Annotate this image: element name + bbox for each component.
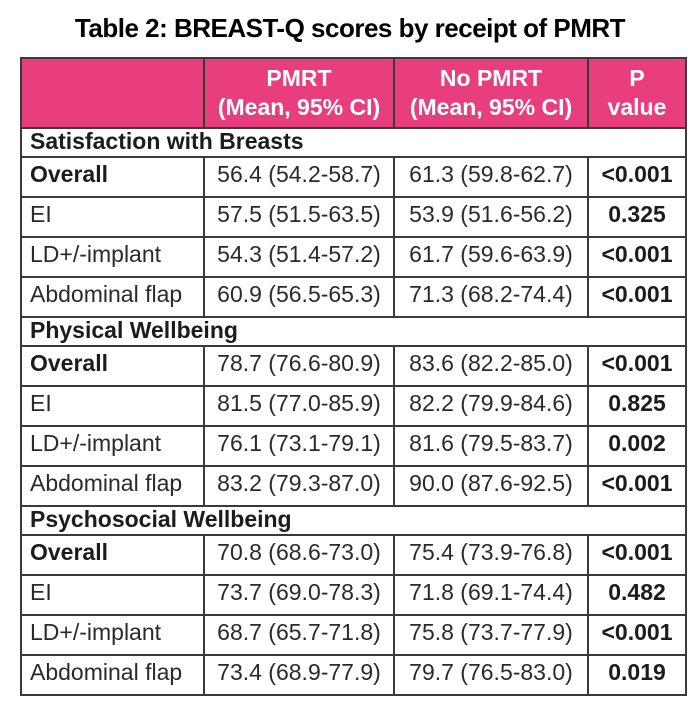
breastq-table: PMRT (Mean, 95% CI) No PMRT (Mean, 95% C…	[20, 57, 687, 696]
table-row: Abdominal flap 60.9 (56.5-65.3) 71.3 (68.2…	[20, 276, 687, 318]
header-cell-no-pmrt: No PMRT (Mean, 95% CI)	[393, 57, 589, 129]
table-header: PMRT (Mean, 95% CI) No PMRT (Mean, 95% C…	[20, 57, 687, 129]
no-pmrt-value: 75.8 (73.7-77.9)	[393, 614, 589, 656]
pmrt-value: 76.1 (73.1-79.1)	[203, 425, 395, 467]
p-value: 0.825	[587, 385, 687, 427]
table-row: EI 81.5 (77.0-85.9) 82.2 (79.9-84.6) 0.825	[20, 385, 687, 427]
p-value: <0.001	[587, 236, 687, 278]
p-value: 0.019	[587, 654, 687, 696]
table-title: Table 2: BREAST-Q scores by receipt of P…	[74, 13, 626, 43]
p-value: 0.325	[587, 196, 687, 238]
no-pmrt-value: 53.9 (51.6-56.2)	[393, 196, 589, 238]
row-label: LD+/-implant	[20, 614, 205, 656]
section-title: Psychosocial Wellbeing	[20, 505, 687, 536]
section-row: Psychosocial Wellbeing	[20, 505, 687, 536]
pmrt-value: 78.7 (76.6-80.9)	[203, 345, 395, 387]
table-row: Abdominal flap 73.4 (68.9-77.9) 79.7 (76.5…	[20, 654, 687, 696]
row-label: EI	[20, 385, 205, 427]
table-row: EI 73.7 (69.0-78.3) 71.8 (69.1-74.4) 0.482	[20, 574, 687, 616]
section-title: Satisfaction with Breasts	[20, 127, 687, 158]
table-row: LD+/-implant 68.7 (65.7-71.8) 75.8 (73.7-7…	[20, 614, 687, 656]
table-row: Overall 78.7 (76.6-80.9) 83.6 (82.2-85.0) <…	[20, 345, 687, 387]
table-row: Overall 70.8 (68.6-73.0) 75.4 (73.9-76.8) <…	[20, 534, 687, 576]
table-row: Abdominal flap 83.2 (79.3-87.0) 90.0 (87.6…	[20, 465, 687, 507]
p-value: <0.001	[587, 345, 687, 387]
row-label: Overall	[20, 345, 205, 387]
pmrt-value: 81.5 (77.0-85.9)	[203, 385, 395, 427]
pmrt-value: 73.7 (69.0-78.3)	[203, 574, 395, 616]
no-pmrt-value: 75.4 (73.9-76.8)	[393, 534, 589, 576]
section-row: Physical Wellbeing	[20, 316, 687, 347]
table-row: EI 57.5 (51.5-63.5) 53.9 (51.6-56.2) 0.325	[20, 196, 687, 238]
row-label: Overall	[20, 534, 205, 576]
no-pmrt-value: 71.8 (69.1-74.4)	[393, 574, 589, 616]
header-cell-pmrt: PMRT (Mean, 95% CI)	[203, 57, 395, 129]
no-pmrt-value: 79.7 (76.5-83.0)	[393, 654, 589, 696]
pmrt-value: 73.4 (68.9-77.9)	[203, 654, 395, 696]
p-value: <0.001	[587, 276, 687, 318]
p-value: <0.001	[587, 614, 687, 656]
row-label: Abdominal flap	[20, 465, 205, 507]
p-value: <0.001	[587, 156, 687, 198]
no-pmrt-value: 81.6 (79.5-83.7)	[393, 425, 589, 467]
no-pmrt-value: 61.3 (59.8-62.7)	[393, 156, 589, 198]
section-row: Satisfaction with Breasts	[20, 127, 687, 158]
row-label: Abdominal flap	[20, 276, 205, 318]
pmrt-value: 68.7 (65.7-71.8)	[203, 614, 395, 656]
p-value: <0.001	[587, 534, 687, 576]
pmrt-value: 57.5 (51.5-63.5)	[203, 196, 395, 238]
no-pmrt-value: 90.0 (87.6-92.5)	[393, 465, 589, 507]
row-label: Abdominal flap	[20, 654, 205, 696]
table-row: LD+/-implant 54.3 (51.4-57.2) 61.7 (59.6-6…	[20, 236, 687, 278]
row-label: LD+/-implant	[20, 425, 205, 467]
p-value: 0.002	[587, 425, 687, 467]
row-label: Overall	[20, 156, 205, 198]
pmrt-value: 56.4 (54.2-58.7)	[203, 156, 395, 198]
pmrt-value: 83.2 (79.3-87.0)	[203, 465, 395, 507]
no-pmrt-value: 71.3 (68.2-74.4)	[393, 276, 589, 318]
p-value: 0.482	[587, 574, 687, 616]
pmrt-value: 70.8 (68.6-73.0)	[203, 534, 395, 576]
table-body: Satisfaction with Breasts Overall 56.4 (54…	[20, 127, 687, 696]
header-cell-empty	[20, 57, 205, 129]
row-label: EI	[20, 196, 205, 238]
no-pmrt-value: 83.6 (82.2-85.0)	[393, 345, 589, 387]
row-label: LD+/-implant	[20, 236, 205, 278]
pmrt-value: 60.9 (56.5-65.3)	[203, 276, 395, 318]
table-row: LD+/-implant 76.1 (73.1-79.1) 81.6 (79.5-8…	[20, 425, 687, 467]
section-title: Physical Wellbeing	[20, 316, 687, 347]
header-cell-p-value: P value	[587, 57, 687, 129]
row-label: EI	[20, 574, 205, 616]
no-pmrt-value: 82.2 (79.9-84.6)	[393, 385, 589, 427]
no-pmrt-value: 61.7 (59.6-63.9)	[393, 236, 589, 278]
table-row: Overall 56.4 (54.2-58.7) 61.3 (59.8-62.7) <…	[20, 156, 687, 198]
p-value: <0.001	[587, 465, 687, 507]
pmrt-value: 54.3 (51.4-57.2)	[203, 236, 395, 278]
header-row: PMRT (Mean, 95% CI) No PMRT (Mean, 95% C…	[20, 57, 687, 129]
